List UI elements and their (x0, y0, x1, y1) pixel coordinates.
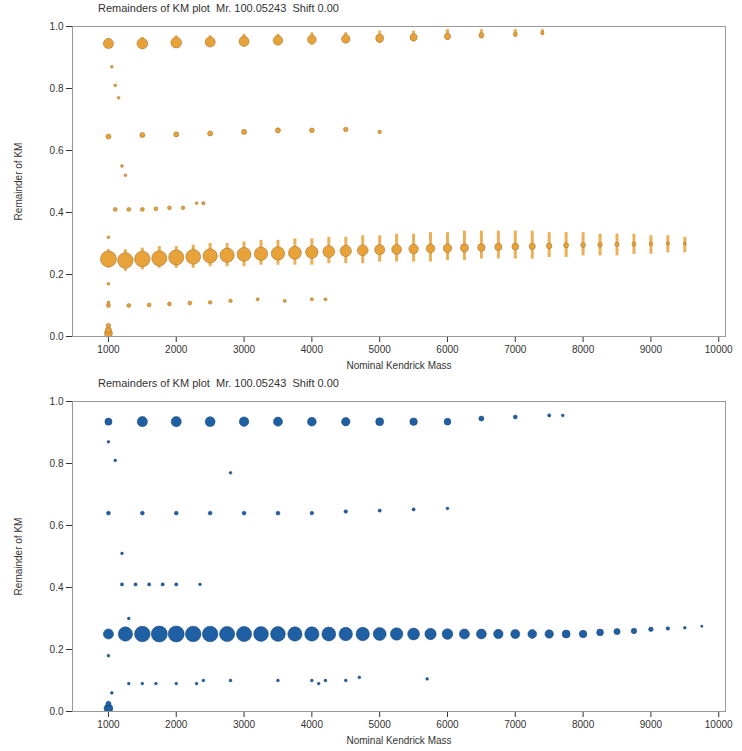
svg-text:10000: 10000 (705, 719, 733, 730)
svg-text:0.4: 0.4 (50, 582, 64, 593)
svg-text:5000: 5000 (369, 344, 392, 355)
svg-text:9000: 9000 (640, 344, 663, 355)
svg-text:3000: 3000 (233, 719, 256, 730)
svg-text:0.4: 0.4 (50, 207, 64, 218)
svg-text:6000: 6000 (436, 344, 459, 355)
svg-text:7000: 7000 (504, 719, 527, 730)
svg-text:8000: 8000 (572, 719, 595, 730)
svg-text:4000: 4000 (301, 344, 324, 355)
svg-text:6000: 6000 (436, 719, 459, 730)
svg-text:Nominal Kendrick Mass: Nominal Kendrick Mass (346, 735, 451, 746)
svg-text:Nominal Kendrick Mass: Nominal Kendrick Mass (346, 360, 451, 371)
svg-text:1000: 1000 (97, 719, 120, 730)
svg-text:Remainder of KM: Remainder of KM (13, 518, 24, 596)
html-text:Remainders of KM plot Mr. 100.: Remainders of KM plot Mr. 100.05243 Shif… (98, 2, 339, 14)
svg-text:10000: 10000 (705, 344, 733, 355)
svg-text:0.0: 0.0 (50, 331, 64, 342)
svg-text:2000: 2000 (165, 719, 188, 730)
svg-text:1.0: 1.0 (50, 396, 64, 407)
svg-text:9000: 9000 (640, 719, 663, 730)
svg-text:0.6: 0.6 (50, 145, 64, 156)
svg-text:0.2: 0.2 (50, 269, 64, 280)
svg-text:5000: 5000 (369, 719, 392, 730)
svg-text:7000: 7000 (504, 344, 527, 355)
svg-text:Remainder of KM: Remainder of KM (13, 143, 24, 221)
svg-text:3000: 3000 (233, 344, 256, 355)
html-text:Remainders of KM plot Mr. 100.: Remainders of KM plot Mr. 100.05243 Shif… (98, 377, 339, 389)
svg-text:8000: 8000 (572, 344, 595, 355)
svg-text:0.0: 0.0 (50, 706, 64, 717)
svg-text:4000: 4000 (301, 719, 324, 730)
svg-text:2000: 2000 (165, 344, 188, 355)
svg-text:0.2: 0.2 (50, 644, 64, 655)
svg-text:0.8: 0.8 (50, 458, 64, 469)
svg-text:0.8: 0.8 (50, 83, 64, 94)
svg-text:1.0: 1.0 (50, 21, 64, 32)
svg-text:0.6: 0.6 (50, 520, 64, 531)
svg-text:1000: 1000 (97, 344, 120, 355)
